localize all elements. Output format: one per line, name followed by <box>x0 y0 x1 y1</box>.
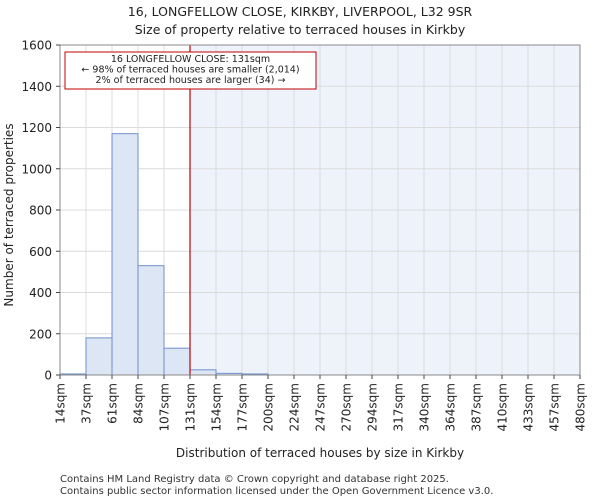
x-tick-label: 364sqm <box>444 383 458 431</box>
y-tick-label: 800 <box>29 204 52 218</box>
x-tick-label: 480sqm <box>574 383 588 431</box>
annotation-line: 16 LONGFELLOW CLOSE: 131sqm <box>111 54 270 65</box>
y-axis-label: Number of terraced properties <box>2 123 16 306</box>
x-axis-label: Distribution of terraced houses by size … <box>176 446 464 460</box>
histogram-bar <box>189 369 217 376</box>
annotation-line: ← 98% of terraced houses are smaller (2,… <box>81 65 299 76</box>
y-tick-label: 1200 <box>21 121 52 135</box>
y-tick-label: 200 <box>29 327 52 341</box>
x-tick-label: 37sqm <box>80 383 94 424</box>
y-tick-label: 600 <box>29 245 52 259</box>
annotation-line: 2% of terraced houses are larger (34) → <box>96 75 286 86</box>
x-tick-label: 433sqm <box>522 383 536 431</box>
x-tick-label: 200sqm <box>262 383 276 431</box>
x-tick-label: 387sqm <box>470 383 484 431</box>
x-tick-label: 317sqm <box>392 383 406 431</box>
x-tick-label: 177sqm <box>236 383 250 431</box>
x-tick-label: 84sqm <box>132 383 146 424</box>
chart-title: 16, LONGFELLOW CLOSE, KIRKBY, LIVERPOOL,… <box>127 4 473 19</box>
y-tick-label: 1400 <box>21 80 52 94</box>
histogram-bar <box>163 347 191 376</box>
x-tick-label: 270sqm <box>340 383 354 431</box>
x-tick-label: 294sqm <box>366 383 380 431</box>
chart-subtitle: Size of property relative to terraced ho… <box>134 22 466 37</box>
y-tick-label: 0 <box>44 369 52 383</box>
histogram-bar <box>85 337 113 376</box>
x-tick-label: 14sqm <box>54 383 68 424</box>
y-tick-label: 400 <box>29 286 52 300</box>
x-tick-label: 340sqm <box>418 383 432 431</box>
y-tick-label: 1600 <box>21 39 52 53</box>
y-tick-label: 1000 <box>21 162 52 176</box>
footer-licence: Contains public sector information licen… <box>60 486 494 497</box>
histogram-bar <box>111 133 139 376</box>
annotation-box <box>64 51 317 90</box>
x-tick-label: 457sqm <box>548 383 562 431</box>
x-tick-label: 224sqm <box>288 383 302 431</box>
x-tick-label: 410sqm <box>496 383 510 431</box>
x-tick-label: 247sqm <box>314 383 328 431</box>
x-tick-label: 107sqm <box>158 383 172 431</box>
footer-copyright: Contains HM Land Registry data © Crown c… <box>60 474 449 485</box>
x-tick-label: 154sqm <box>210 383 224 431</box>
x-tick-label: 61sqm <box>106 383 120 424</box>
x-tick-label: 131sqm <box>184 383 198 431</box>
histogram-bar <box>137 265 165 376</box>
